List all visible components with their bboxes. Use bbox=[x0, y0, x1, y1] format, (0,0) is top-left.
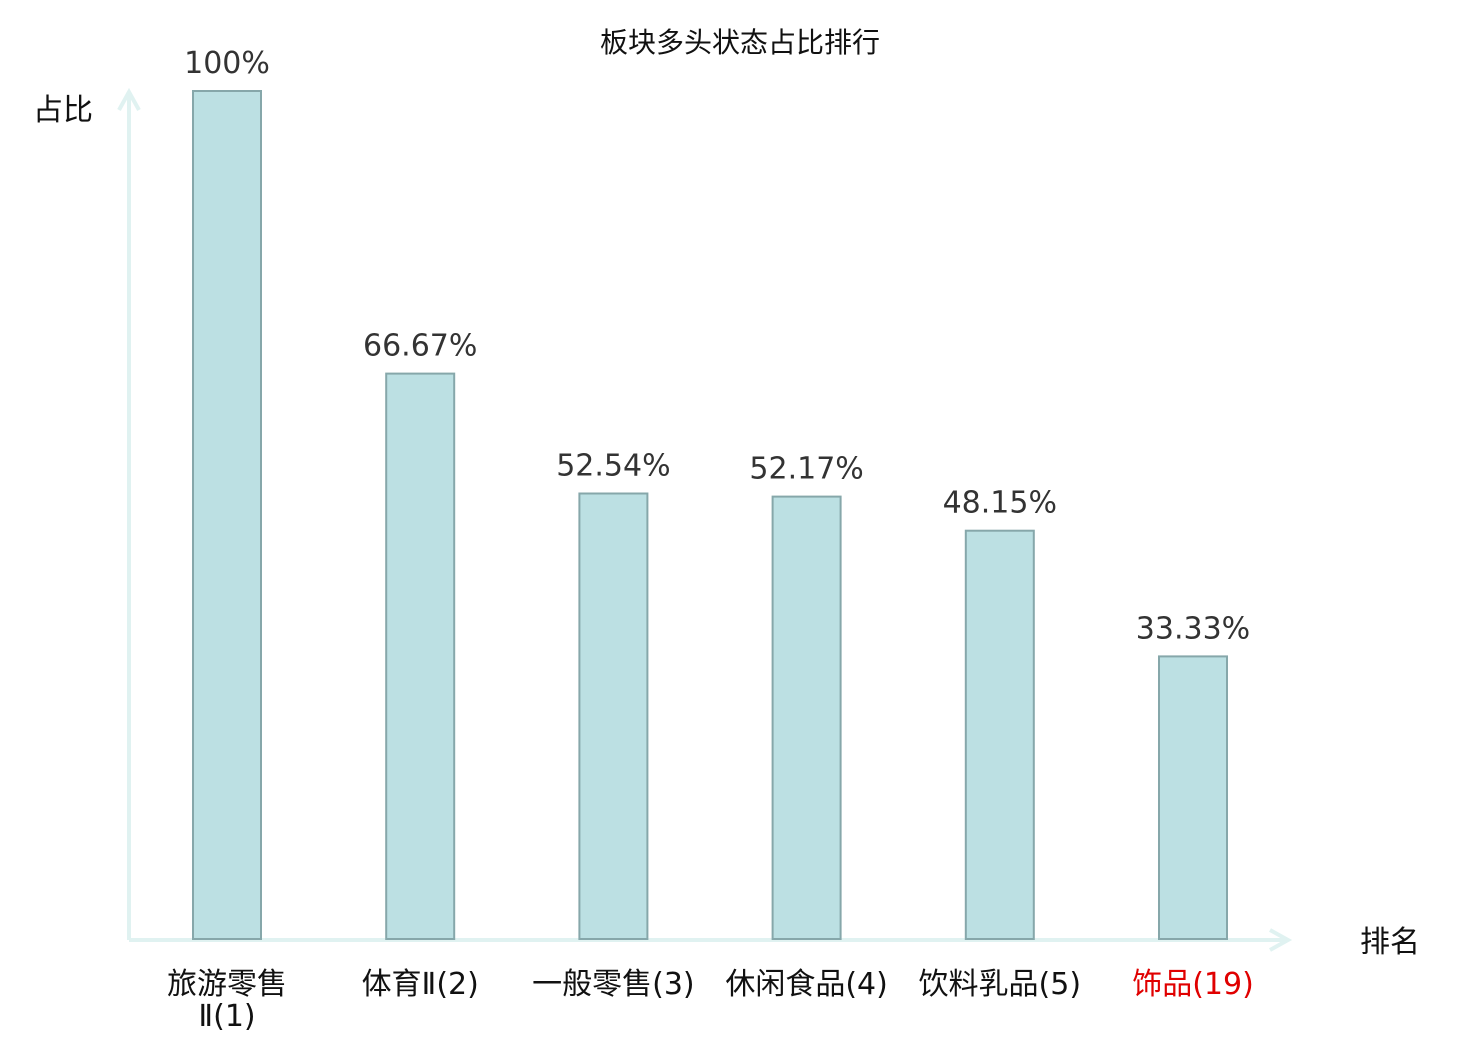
value-label-5: 48.15% bbox=[943, 486, 1057, 521]
category-label-6: 饰品(19) bbox=[1132, 967, 1254, 1002]
value-label-6: 33.33% bbox=[1136, 611, 1250, 646]
category-label-3: 一般零售(3) bbox=[532, 967, 695, 1002]
bars-group bbox=[192, 90, 1228, 941]
bar-1 bbox=[192, 90, 262, 940]
value-labels-group: 100% 66.67% 52.54% 52.17% 48.15% 33.33% bbox=[184, 46, 1250, 646]
bar-6 bbox=[1158, 655, 1228, 941]
value-label-1: 100% bbox=[184, 46, 270, 81]
y-axis-label: 占比 bbox=[33, 93, 93, 128]
bar-5 bbox=[964, 529, 1035, 940]
x-axis-label: 排名 bbox=[1360, 925, 1420, 960]
value-label-2: 66.67% bbox=[363, 329, 477, 364]
category-label-5: 饮料乳品(5) bbox=[919, 967, 1082, 1002]
category-label-1: 旅游零售 Ⅱ(1) bbox=[167, 967, 287, 1034]
chart-title: 板块多头状态占比排行 bbox=[600, 26, 880, 59]
bar-3 bbox=[578, 492, 649, 940]
value-label-3: 52.54% bbox=[556, 449, 670, 484]
category-label-4: 休闲食品(4) bbox=[725, 967, 888, 1002]
category-label-2: 体育Ⅱ(2) bbox=[362, 967, 479, 1002]
bar-2 bbox=[385, 372, 456, 941]
category-labels-group: 旅游零售 Ⅱ(1) 体育Ⅱ(2) 一般零售(3) 休闲食品(4) 饮料乳品(5) 饰品(19… bbox=[167, 967, 1254, 1034]
value-label-4: 52.17% bbox=[749, 452, 863, 487]
x-axis bbox=[129, 928, 1293, 952]
y-axis bbox=[117, 87, 141, 940]
bar-4 bbox=[771, 495, 842, 940]
